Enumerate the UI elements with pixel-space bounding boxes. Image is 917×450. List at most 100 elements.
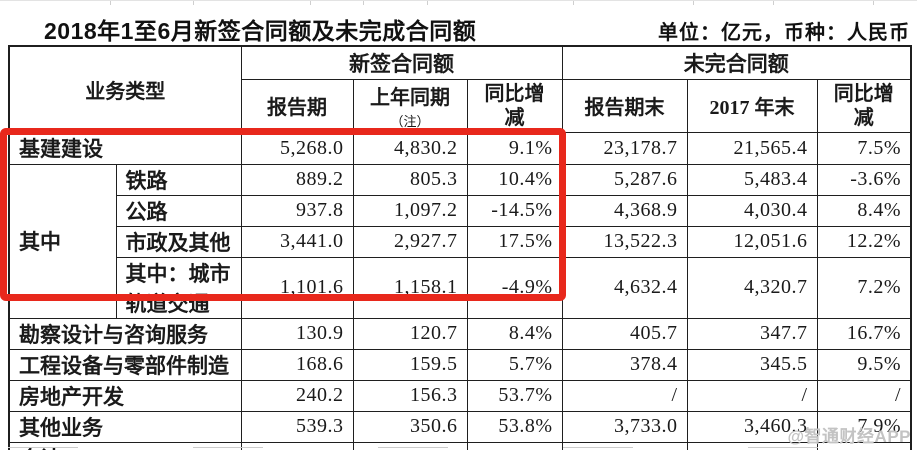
header-prior-year-same-period: 上年同期 （注）	[352, 78, 468, 133]
row-label: 市政及其他	[115, 225, 242, 258]
cell-value: 13,522.3	[561, 225, 688, 258]
cell-value: 9.5%	[816, 348, 912, 381]
cell-value: 10.4%	[466, 163, 563, 196]
cell-value: 17.5%	[466, 225, 563, 258]
cell-value: 4,632.4	[561, 256, 688, 319]
header-prior-year-note: （注）	[390, 114, 430, 129]
row-label: 勘察设计与咨询服务	[8, 317, 242, 350]
cell-value: -4.9%	[466, 256, 563, 319]
cell-value: 405.7	[561, 317, 688, 350]
cell-value: 12,051.6	[686, 225, 818, 258]
cell-value: 347.7	[686, 317, 818, 350]
watermark-text: @智通财经APP	[787, 427, 911, 446]
header-group-backlog-contracts: 未完合同额	[561, 45, 912, 80]
cropped-bottom-row-artifact	[8, 447, 910, 448]
table-row: 工程设备与零部件制造 168.6 159.5 5.7% 378.4 345.5 …	[8, 348, 912, 381]
cell-value: 12.2%	[816, 225, 912, 258]
table-row-total: 合计 6,347.0 5,617.3 13.0% 27,695.8 25,718…	[8, 441, 912, 450]
cell-value: 4,368.9	[561, 194, 688, 227]
cell-value: 345.5	[686, 348, 818, 381]
cell-value: 5.7%	[466, 348, 563, 381]
cell-value: 16.7%	[816, 317, 912, 350]
row-label: 铁路	[115, 163, 242, 196]
header-reporting-period: 报告期	[240, 78, 354, 133]
row-label: 工程设备与零部件制造	[8, 348, 242, 381]
table-row: 其他业务 539.3 350.6 53.8% 3,733.0 3,460.3 7…	[8, 410, 912, 443]
cell-value: /	[561, 379, 688, 412]
header-yoy-change-backlog: 同比增减	[816, 78, 912, 133]
cell-value: 3,733.0	[561, 410, 688, 443]
cell-value: 1,097.2	[352, 194, 468, 227]
cell-value: 805.3	[352, 163, 468, 196]
table-row: 其中 铁路 889.2 805.3 10.4% 5,287.6 5,483.4 …	[8, 163, 912, 319]
cropped-top-row-artifact	[0, 0, 917, 5]
cell-value: 5,617.3	[352, 441, 468, 450]
cell-value: 4,830.2	[352, 131, 468, 165]
cell-value: 21,565.4	[686, 131, 818, 165]
cell-value: 2,927.7	[352, 225, 468, 258]
header-reporting-period-end: 报告期末	[561, 78, 688, 133]
cell-value: 3,460.3	[686, 410, 818, 443]
cell-value: 378.4	[561, 348, 688, 381]
cell-value: 240.2	[240, 379, 354, 412]
cell-value: 8.4%	[816, 194, 912, 227]
cell-value: /	[686, 379, 818, 412]
title-bar: 2018年1至6月新签合同额及未完成合同额 单位：亿元，币种：人民币	[0, 9, 917, 45]
table-header-row-columns: 报告期 上年同期 （注） 同比增减 报告期末 2017 年末 同比增减	[9, 78, 912, 133]
cell-value: 27,695.8	[561, 441, 688, 450]
cell-value: 156.3	[352, 379, 468, 412]
cell-value: 5,287.6	[561, 163, 688, 196]
table-row: 勘察设计与咨询服务 130.9 120.7 8.4% 405.7 347.7 1…	[8, 317, 912, 350]
cell-value: -3.6%	[816, 163, 912, 196]
table-row: 房地产开发 240.2 156.3 53.7% / / /	[8, 379, 912, 412]
group-row-label: 其中	[8, 163, 117, 319]
cell-value: 3,441.0	[240, 225, 354, 258]
table-row: 其中：城市轨道交通 1,101.6 1,158.1 -4.9% 4,632.4 …	[9, 256, 912, 319]
cell-value: 1,158.1	[352, 256, 468, 319]
cell-value: 13.0%	[466, 441, 563, 450]
cell-value: 120.7	[352, 317, 468, 350]
cell-value: 350.6	[352, 410, 468, 443]
table-row: 市政及其他 3,441.0 2,927.7 17.5% 13,522.3 12,…	[9, 225, 912, 258]
cell-value: 6,347.0	[240, 441, 354, 450]
cell-value: 130.9	[240, 317, 354, 350]
cell-value: 159.5	[352, 348, 468, 381]
row-label: 其中：城市轨道交通	[115, 256, 242, 319]
cell-value: 889.2	[240, 163, 354, 196]
header-end-of-2017: 2017 年末	[686, 78, 818, 133]
header-group-new-contracts: 新签合同额	[240, 45, 563, 80]
unit-currency-note: 单位：亿元，币种：人民币	[658, 22, 910, 44]
page-title: 2018年1至6月新签合同额及未完成合同额	[44, 18, 477, 44]
cell-value: 53.8%	[466, 410, 563, 443]
cell-value: 7.5%	[816, 131, 912, 165]
row-label: 房地产开发	[8, 379, 242, 412]
cell-value: 1,101.6	[240, 256, 354, 319]
header-yoy-change-new: 同比增减	[466, 78, 563, 133]
cell-value: 7.9%	[816, 410, 912, 443]
cell-value: 4,030.4	[686, 194, 818, 227]
cell-value: 7.2%	[816, 256, 912, 319]
row-label: 公路	[115, 194, 242, 227]
cell-value: 7.7%	[816, 441, 912, 450]
cell-value: 5,268.0	[240, 131, 354, 165]
cell-value: 9.1%	[466, 131, 563, 165]
table-row: 公路 937.8 1,097.2 -14.5% 4,368.9 4,030.4 …	[9, 194, 912, 227]
cell-value: 23,178.7	[561, 131, 688, 165]
cell-value: -14.5%	[466, 194, 563, 227]
row-label: 合计	[8, 441, 242, 450]
contracts-table: 业务类型 新签合同额 未完合同额 报告期 上年同期 （注） 同比增减 报告期末 …	[8, 45, 913, 450]
cell-value: 53.7%	[466, 379, 563, 412]
cell-value: 4,320.7	[686, 256, 818, 319]
cell-value: 5,483.4	[686, 163, 818, 196]
cell-value: 539.3	[240, 410, 354, 443]
table-header-row-groups: 业务类型 新签合同额 未完合同额	[8, 45, 912, 133]
cell-value: /	[816, 379, 912, 412]
row-label: 基建建设	[8, 131, 242, 165]
row-label: 其他业务	[8, 410, 242, 443]
cell-value: 8.4%	[466, 317, 563, 350]
table-row: 基建建设 5,268.0 4,830.2 9.1% 23,178.7 21,56…	[8, 131, 912, 165]
cell-value: 168.6	[240, 348, 354, 381]
cell-value: 937.8	[240, 194, 354, 227]
header-business-type: 业务类型	[8, 45, 242, 133]
